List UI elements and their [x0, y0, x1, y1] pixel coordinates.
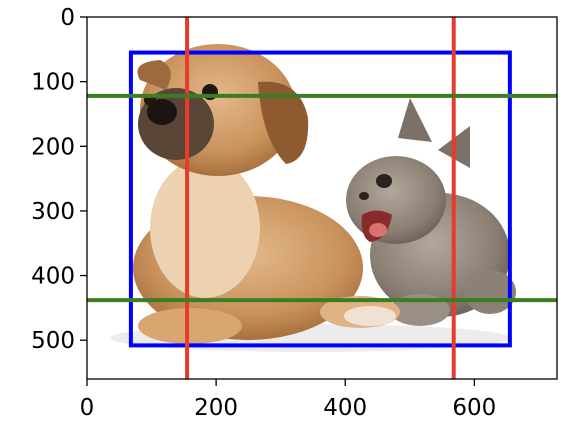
- y-tick-label: 200: [31, 134, 75, 160]
- axes-frame: [86, 16, 558, 380]
- x-tick-label: 200: [194, 395, 238, 421]
- x-tick-label: 600: [452, 395, 496, 421]
- x-tick-label: 400: [323, 395, 367, 421]
- y-tick-label: 0: [60, 5, 75, 31]
- x-axis: 0 200 400 600: [80, 379, 496, 421]
- bounding-box: [128, 50, 512, 348]
- y-tick-label: 500: [31, 328, 75, 354]
- y-axis: 0 100 200 300 400 500: [31, 5, 87, 354]
- x-tick-label: 0: [80, 395, 95, 421]
- dog-and-cat-photo: [87, 17, 557, 379]
- y-tick-label: 100: [31, 70, 75, 96]
- y-tick-label: 300: [31, 199, 75, 225]
- plot-overlays: [87, 17, 557, 379]
- y-tick-label: 400: [31, 264, 75, 290]
